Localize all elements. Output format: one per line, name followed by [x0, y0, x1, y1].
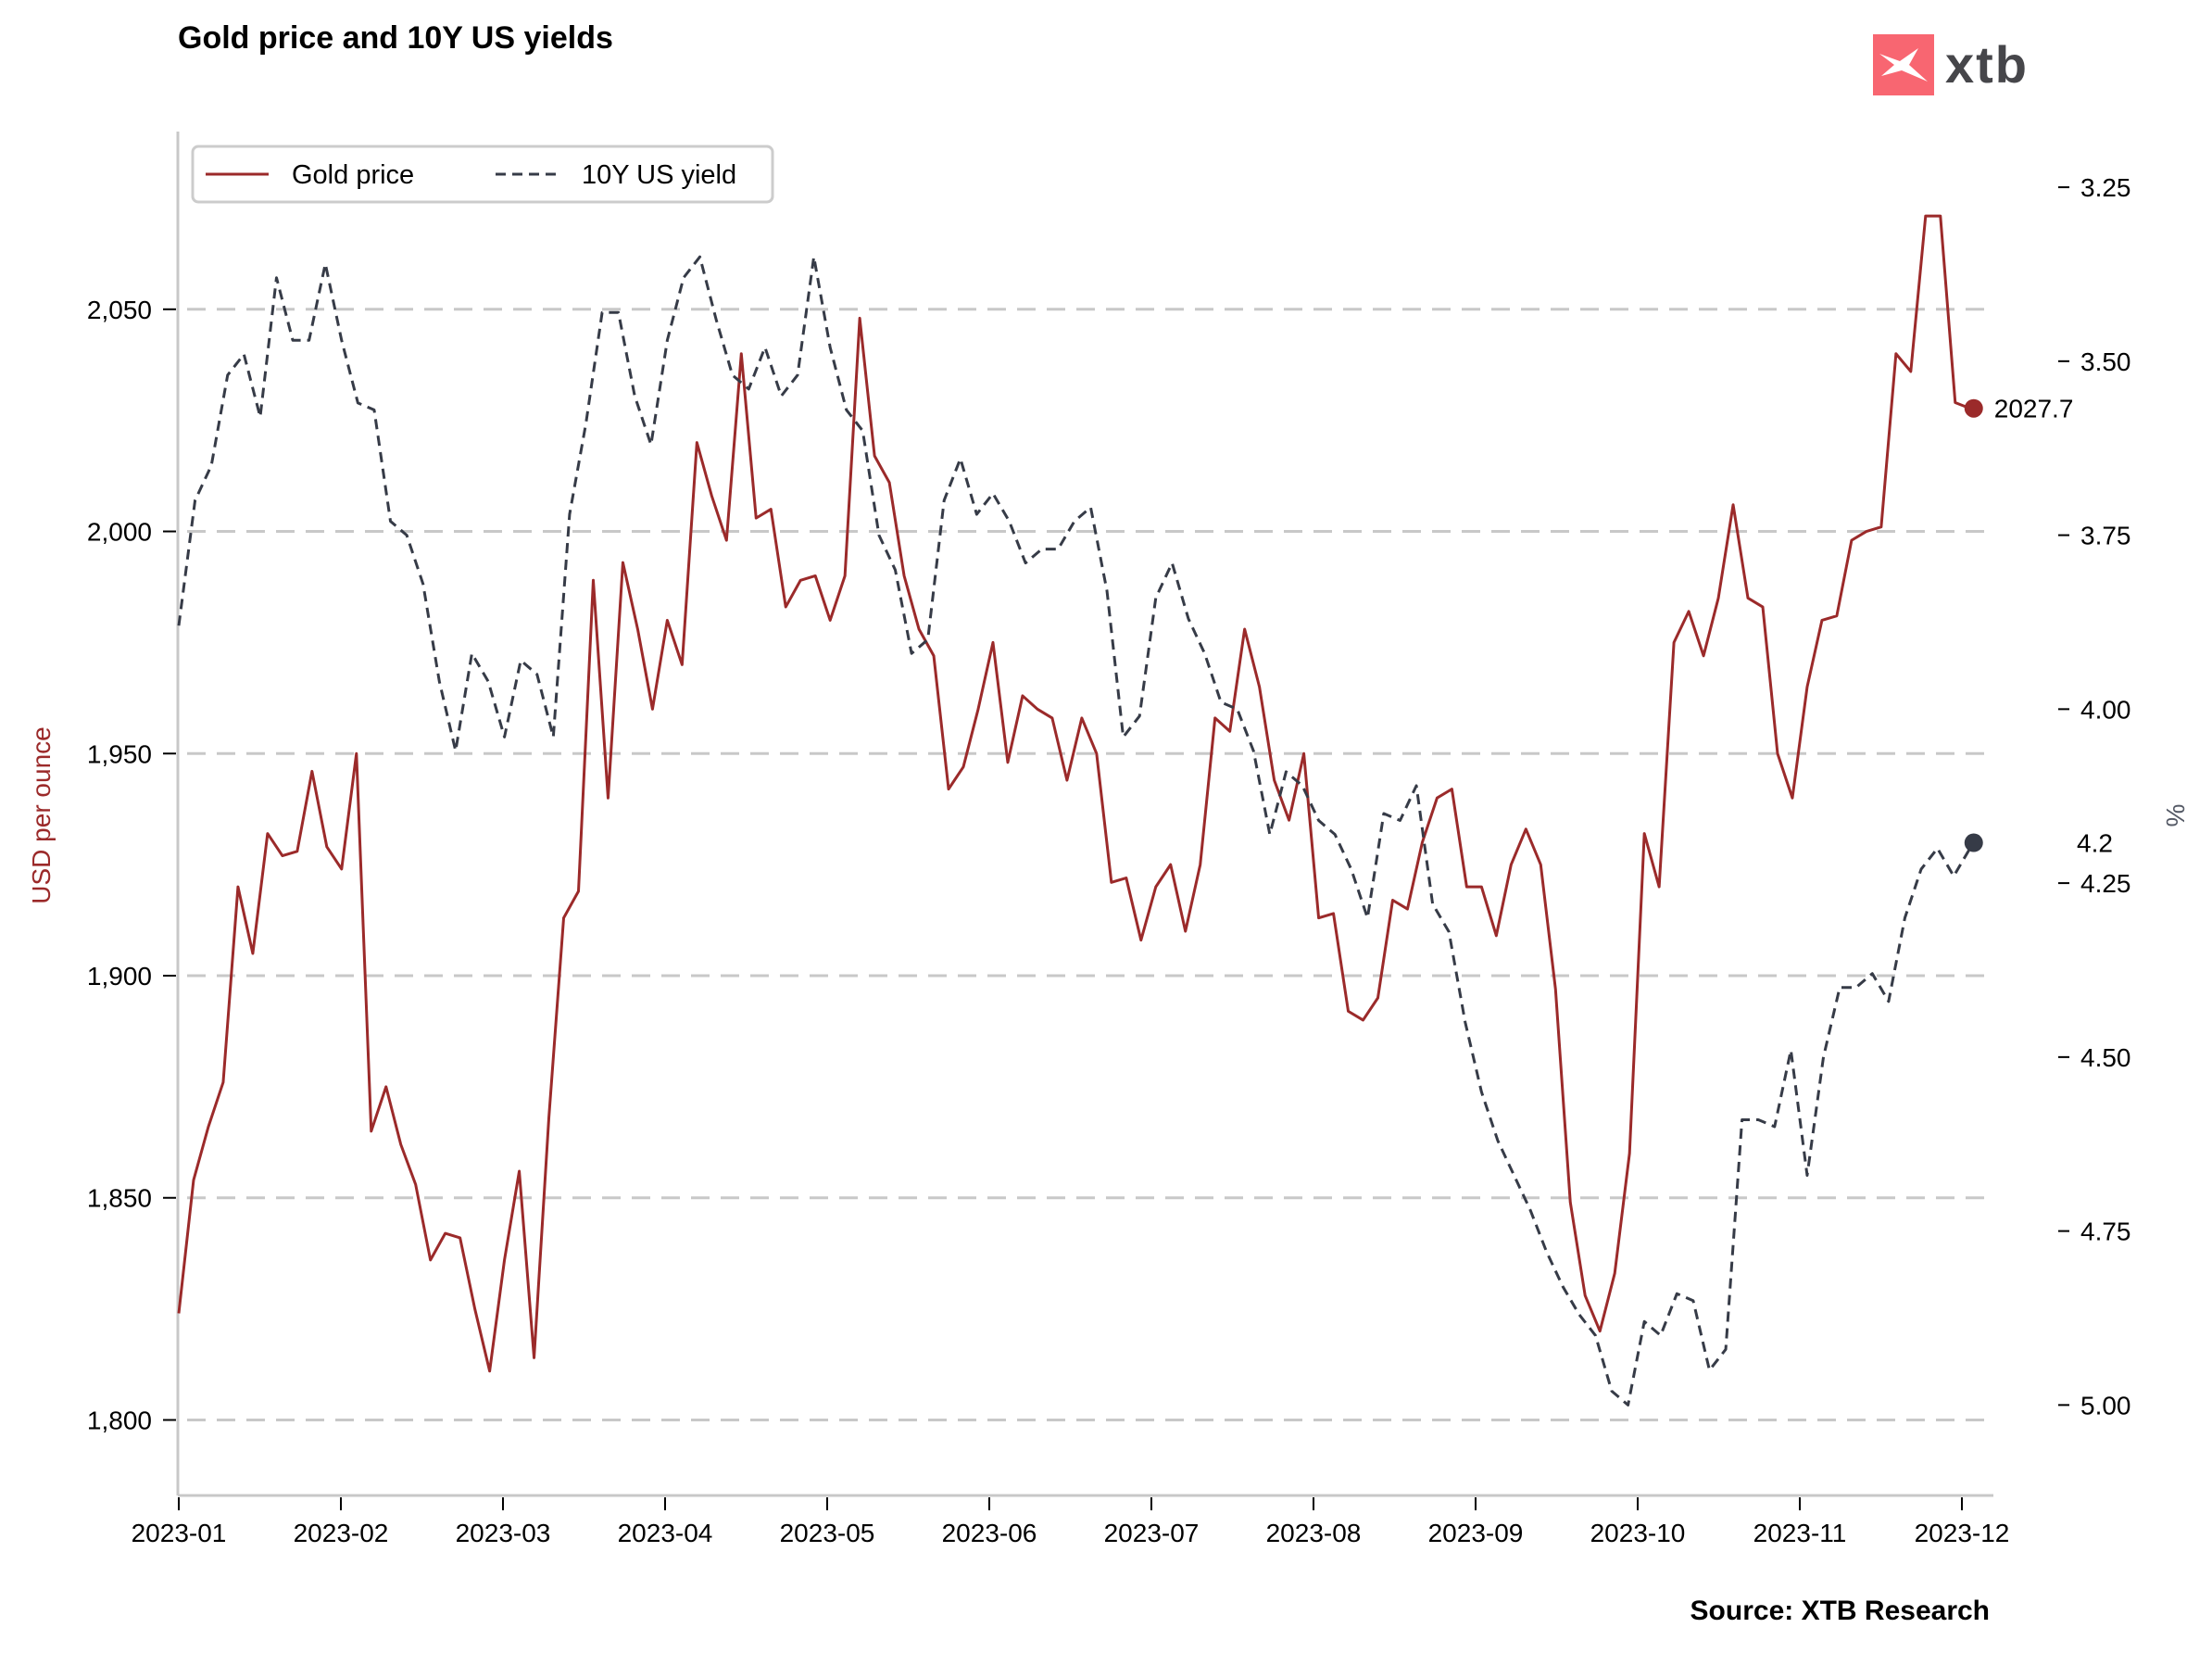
gold-last-value: 2027.7 [1994, 395, 2074, 423]
x-tick-label: 2023-07 [1104, 1519, 1200, 1547]
y-tick-label: 1,800 [87, 1406, 152, 1434]
y2-tick-label: 3.75 [2080, 522, 2131, 550]
y2-tick-label: 5.00 [2080, 1391, 2131, 1420]
x-tick-label: 2023-04 [618, 1519, 713, 1547]
y-tick-label: 1,950 [87, 739, 152, 768]
x-tick-label: 2023-09 [1428, 1519, 1524, 1547]
x-tick-label: 2023-05 [780, 1519, 875, 1547]
legend-gold-label: Gold price [292, 160, 414, 190]
y2-tick-label: 4.50 [2080, 1043, 2131, 1072]
yield-last-value: 4.2 [2077, 829, 2113, 858]
x-tick-label: 2023-10 [1590, 1519, 1686, 1547]
gridlines [187, 308, 1992, 1421]
legend-box [191, 145, 774, 204]
x-ticks: 2023-01 2023-02 2023-03 2023-04 2023-05 2023-… [132, 1497, 2010, 1547]
axes [176, 132, 1993, 1497]
left-y-ticks: 1,800 1,850 1,900 1,950 2,000 2,050 [87, 296, 176, 1434]
xtb-x-icon [1873, 34, 1934, 95]
source-note: Source: XTB Research [1690, 1596, 1990, 1626]
x-tick-label: 2023-11 [1753, 1519, 1847, 1547]
series-lines [177, 214, 1972, 1407]
x-tick-label: 2023-06 [942, 1519, 1037, 1547]
x-tick-label: 2023-12 [1915, 1519, 2010, 1547]
end-markers: 2027.7 4.2 [1964, 395, 2113, 858]
gold-last-marker [1964, 398, 1983, 418]
y-tick-label: 2,000 [87, 518, 152, 547]
gold-price-line [177, 214, 1971, 1373]
left-axis-label: USD per ounce [27, 726, 56, 903]
y2-tick-label: 3.25 [2080, 173, 2131, 202]
y-tick-label: 2,050 [87, 296, 152, 324]
y2-tick-label: 4.00 [2080, 695, 2131, 724]
yield-last-marker [1964, 833, 1983, 852]
y-tick-label: 1,850 [87, 1184, 152, 1213]
legend-yield-label: 10Y US yield [582, 160, 736, 190]
x-tick-label: 2023-08 [1266, 1519, 1362, 1547]
logo-text: xtb [1945, 35, 2029, 94]
legend: Gold price 10Y US yield [191, 145, 774, 204]
chart-title: Gold price and 10Y US yields [178, 20, 613, 56]
xtb-logo: xtb [1873, 34, 2029, 95]
x-tick-label: 2023-01 [132, 1519, 227, 1547]
right-y-ticks: 3.25 3.50 3.75 4.00 4.25 4.50 4.75 5.00 [2058, 173, 2131, 1420]
x-tick-label: 2023-03 [456, 1519, 551, 1547]
yield-line [177, 255, 1972, 1407]
x-tick-label: 2023-02 [294, 1519, 389, 1547]
y2-tick-label: 4.75 [2080, 1218, 2131, 1246]
y2-tick-label: 4.25 [2080, 869, 2131, 898]
y-tick-label: 1,900 [87, 962, 152, 991]
y2-tick-label: 3.50 [2080, 347, 2131, 376]
right-axis-label: % [2161, 804, 2190, 827]
